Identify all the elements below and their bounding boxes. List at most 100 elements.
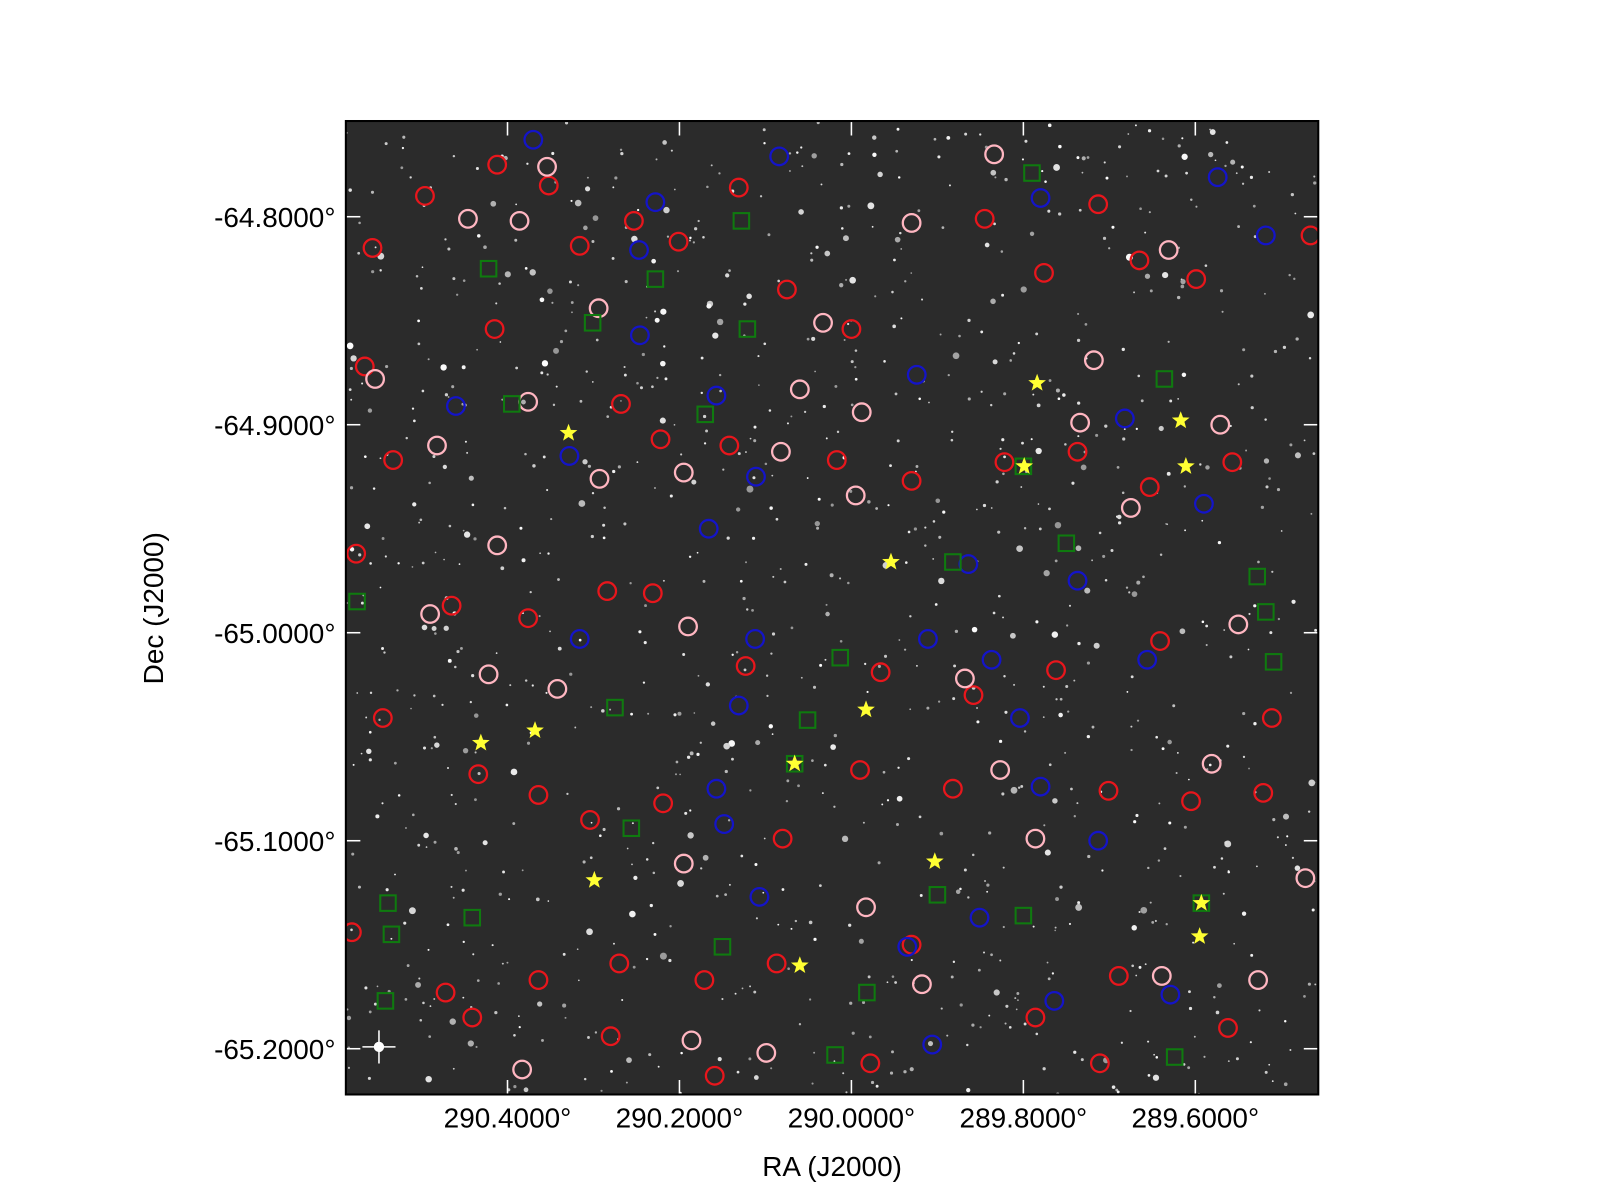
background-star — [769, 506, 773, 510]
marker-square — [463, 908, 482, 927]
background-star — [745, 451, 747, 453]
background-star — [804, 562, 808, 566]
background-star — [689, 236, 692, 240]
background-star — [1073, 1050, 1077, 1054]
background-star — [849, 489, 853, 493]
background-star — [609, 708, 612, 711]
background-star — [764, 462, 768, 466]
background-star — [971, 1023, 975, 1027]
marker-circle — [694, 970, 715, 991]
background-star — [1169, 399, 1173, 403]
background-star — [864, 662, 867, 666]
marker-circle — [1083, 350, 1104, 371]
background-star — [1057, 397, 1061, 401]
background-star — [371, 270, 375, 274]
marker-circle — [850, 760, 870, 780]
background-star — [441, 703, 444, 706]
background-star — [676, 270, 680, 273]
background-star — [977, 968, 981, 972]
background-star — [1047, 209, 1051, 213]
background-star — [894, 236, 901, 243]
marker-circle — [681, 1030, 702, 1051]
marker-circle — [1070, 412, 1091, 433]
background-star — [1054, 929, 1057, 932]
background-star — [461, 888, 465, 892]
background-star — [420, 287, 423, 290]
background-star — [368, 730, 372, 734]
background-star — [400, 166, 404, 170]
background-star — [1166, 471, 1171, 476]
x-tick-label: 289.6000° — [1132, 1103, 1260, 1134]
background-star — [752, 476, 756, 480]
marker-circle — [445, 396, 466, 416]
background-star — [952, 960, 956, 963]
background-star — [691, 479, 697, 485]
background-star — [818, 884, 822, 887]
background-star — [421, 389, 425, 393]
background-star — [884, 654, 888, 658]
background-star — [755, 917, 758, 920]
marker-circle — [642, 583, 663, 604]
background-star — [637, 208, 640, 212]
background-star — [663, 345, 666, 348]
plot-frame — [344, 120, 1320, 1096]
background-star — [952, 697, 956, 701]
background-star — [631, 863, 633, 866]
background-star — [1273, 349, 1278, 354]
background-star — [905, 561, 908, 564]
background-star — [746, 293, 752, 300]
background-star — [1002, 472, 1005, 476]
background-star — [452, 154, 456, 158]
background-star — [1303, 994, 1306, 998]
background-star — [1224, 841, 1228, 845]
background-star — [425, 1075, 432, 1083]
marker-circle — [528, 785, 549, 805]
background-star — [555, 385, 558, 388]
marker-square — [858, 983, 876, 1002]
background-star — [454, 802, 457, 806]
axes: 290.4000° 290.2000° 290.0000° 289.8000° 289.… — [214, 121, 1319, 1134]
marker-circle — [1044, 990, 1065, 1011]
background-star — [980, 390, 983, 393]
marker-circle — [1030, 188, 1051, 208]
background-star — [938, 535, 942, 539]
background-star — [1158, 802, 1161, 805]
background-star — [1303, 439, 1306, 442]
marker-circle — [1160, 984, 1181, 1005]
background-star — [900, 317, 903, 320]
background-star — [653, 932, 657, 936]
background-star — [1147, 129, 1152, 133]
background-star — [606, 415, 610, 418]
marker-circle — [1201, 753, 1222, 774]
background-star — [1071, 481, 1075, 485]
background-star — [932, 520, 936, 523]
background-star — [1038, 527, 1042, 531]
background-star — [877, 171, 883, 178]
background-star — [1055, 388, 1060, 393]
background-star — [557, 646, 562, 651]
background-star — [1077, 901, 1081, 905]
background-star — [1101, 869, 1104, 872]
background-star — [916, 665, 918, 667]
background-star — [983, 951, 986, 954]
background-star — [899, 231, 902, 235]
background-star — [1136, 719, 1140, 722]
background-star — [526, 741, 531, 745]
background-star — [825, 603, 828, 606]
marker-circle — [1228, 614, 1249, 635]
background-star — [1255, 865, 1258, 868]
background-star — [460, 646, 463, 650]
background-star — [1139, 207, 1142, 211]
background-star — [546, 373, 549, 376]
background-star — [866, 690, 869, 694]
background-star — [636, 461, 639, 464]
background-star — [1177, 397, 1180, 400]
background-star — [1042, 685, 1045, 688]
marker-circle — [1150, 631, 1171, 651]
background-star — [1111, 1085, 1116, 1089]
background-star — [1289, 691, 1293, 694]
marker-square — [348, 592, 366, 611]
background-star — [783, 580, 787, 584]
background-star — [745, 561, 747, 564]
background-star — [531, 684, 534, 687]
